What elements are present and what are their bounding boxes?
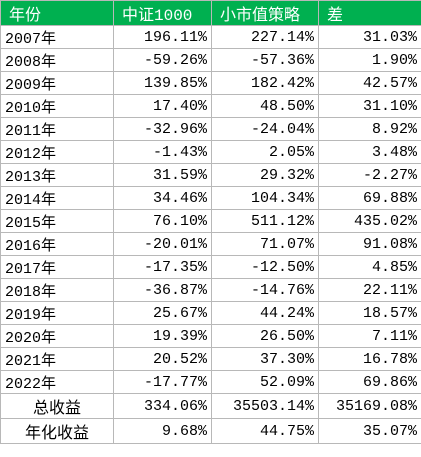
row-label: 总收益 bbox=[0, 393, 114, 419]
row-label: 2022年 bbox=[0, 370, 114, 394]
row-label: 2020年 bbox=[0, 324, 114, 348]
row-label: 2008年 bbox=[0, 48, 114, 72]
value-cell: -2.27% bbox=[318, 163, 421, 187]
value-cell: 3.48% bbox=[318, 140, 421, 164]
value-cell: 1.90% bbox=[318, 48, 421, 72]
value-cell: 52.09% bbox=[211, 370, 319, 394]
table-row: 2011年 -32.96% -24.04% 8.92% bbox=[0, 117, 421, 141]
value-cell: 37.30% bbox=[211, 347, 319, 371]
header-cell: 小市值策略 bbox=[211, 0, 319, 26]
table-row: 2014年 34.46% 104.34% 69.88% bbox=[0, 186, 421, 210]
table-row: 2017年 -17.35% -12.50% 4.85% bbox=[0, 255, 421, 279]
value-cell: -1.43% bbox=[113, 140, 212, 164]
table-row: 2015年 76.10% 511.12% 435.02% bbox=[0, 209, 421, 233]
row-label: 2016年 bbox=[0, 232, 114, 256]
row-label: 2007年 bbox=[0, 25, 114, 49]
returns-table: 年份 中证1000 小市值策略差 2007年 196.11% 227.14% 31.03%… bbox=[0, 0, 421, 444]
row-label: 2012年 bbox=[0, 140, 114, 164]
value-cell: 35169.08% bbox=[318, 393, 421, 419]
value-cell: 44.75% bbox=[211, 418, 319, 444]
value-cell: -17.35% bbox=[113, 255, 212, 279]
value-cell: 227.14% bbox=[211, 25, 319, 49]
table-row: 年化收益 9.68% 44.75% 35.07% bbox=[0, 418, 421, 444]
value-cell: 29.32% bbox=[211, 163, 319, 187]
value-cell: 91.08% bbox=[318, 232, 421, 256]
table-row: 2021年 20.52% 37.30% 16.78% bbox=[0, 347, 421, 371]
row-label: 2014年 bbox=[0, 186, 114, 210]
row-label: 2011年 bbox=[0, 117, 114, 141]
value-cell: 18.57% bbox=[318, 301, 421, 325]
value-cell: 104.34% bbox=[211, 186, 319, 210]
table-row: 2019年 25.67% 44.24% 18.57% bbox=[0, 301, 421, 325]
row-label: 2010年 bbox=[0, 94, 114, 118]
value-cell: 20.52% bbox=[113, 347, 212, 371]
value-cell: -20.01% bbox=[113, 232, 212, 256]
value-cell: 435.02% bbox=[318, 209, 421, 233]
table-row: 2008年 -59.26% -57.36% 1.90% bbox=[0, 48, 421, 72]
value-cell: -57.36% bbox=[211, 48, 319, 72]
row-label: 2015年 bbox=[0, 209, 114, 233]
value-cell: -12.50% bbox=[211, 255, 319, 279]
value-cell: 196.11% bbox=[113, 25, 212, 49]
value-cell: -17.77% bbox=[113, 370, 212, 394]
header-cell: 差 bbox=[318, 0, 421, 26]
value-cell: 25.67% bbox=[113, 301, 212, 325]
table-row: 2018年 -36.87% -14.76% 22.11% bbox=[0, 278, 421, 302]
value-cell: 35.07% bbox=[318, 418, 421, 444]
value-cell: 26.50% bbox=[211, 324, 319, 348]
value-cell: -36.87% bbox=[113, 278, 212, 302]
value-cell: 31.03% bbox=[318, 25, 421, 49]
value-cell: 511.12% bbox=[211, 209, 319, 233]
value-cell: 16.78% bbox=[318, 347, 421, 371]
value-cell: 9.68% bbox=[113, 418, 212, 444]
value-cell: 69.86% bbox=[318, 370, 421, 394]
table-row: 2020年 19.39% 26.50% 7.11% bbox=[0, 324, 421, 348]
value-cell: -59.26% bbox=[113, 48, 212, 72]
value-cell: 34.46% bbox=[113, 186, 212, 210]
value-cell: 35503.14% bbox=[211, 393, 319, 419]
table-body: 2007年 196.11% 227.14% 31.03% 2008年 -59.26% -57… bbox=[0, 25, 421, 444]
value-cell: 7.11% bbox=[318, 324, 421, 348]
value-cell: 4.85% bbox=[318, 255, 421, 279]
value-cell: 139.85% bbox=[113, 71, 212, 95]
table-row: 2012年 -1.43% 2.05% 3.48% bbox=[0, 140, 421, 164]
table-row: 2016年 -20.01% 71.07% 91.08% bbox=[0, 232, 421, 256]
table-row: 2007年 196.11% 227.14% 31.03% bbox=[0, 25, 421, 49]
header-cell: 中证1000 bbox=[113, 0, 212, 26]
value-cell: 48.50% bbox=[211, 94, 319, 118]
value-cell: 19.39% bbox=[113, 324, 212, 348]
value-cell: 31.59% bbox=[113, 163, 212, 187]
value-cell: 334.06% bbox=[113, 393, 212, 419]
value-cell: 17.40% bbox=[113, 94, 212, 118]
row-label: 2017年 bbox=[0, 255, 114, 279]
value-cell: 2.05% bbox=[211, 140, 319, 164]
table-row: 总收益 334.06% 35503.14% 35169.08% bbox=[0, 393, 421, 419]
value-cell: 71.07% bbox=[211, 232, 319, 256]
value-cell: 22.11% bbox=[318, 278, 421, 302]
row-label: 2013年 bbox=[0, 163, 114, 187]
row-label: 2018年 bbox=[0, 278, 114, 302]
row-label: 2009年 bbox=[0, 71, 114, 95]
header-cell: 年份 bbox=[0, 0, 114, 26]
row-label: 2019年 bbox=[0, 301, 114, 325]
value-cell: 44.24% bbox=[211, 301, 319, 325]
table-row: 2013年 31.59% 29.32% -2.27% bbox=[0, 163, 421, 187]
value-cell: -32.96% bbox=[113, 117, 212, 141]
value-cell: 8.92% bbox=[318, 117, 421, 141]
row-label: 2021年 bbox=[0, 347, 114, 371]
table-row: 2010年 17.40% 48.50% 31.10% bbox=[0, 94, 421, 118]
value-cell: 76.10% bbox=[113, 209, 212, 233]
value-cell: 31.10% bbox=[318, 94, 421, 118]
table-row: 2022年 -17.77% 52.09% 69.86% bbox=[0, 370, 421, 394]
table-row: 2009年 139.85% 182.42% 42.57% bbox=[0, 71, 421, 95]
row-label: 年化收益 bbox=[0, 418, 114, 444]
value-cell: -14.76% bbox=[211, 278, 319, 302]
value-cell: 182.42% bbox=[211, 71, 319, 95]
value-cell: -24.04% bbox=[211, 117, 319, 141]
value-cell: 42.57% bbox=[318, 71, 421, 95]
value-cell: 69.88% bbox=[318, 186, 421, 210]
header-row: 年份 中证1000 小市值策略差 bbox=[0, 0, 421, 26]
